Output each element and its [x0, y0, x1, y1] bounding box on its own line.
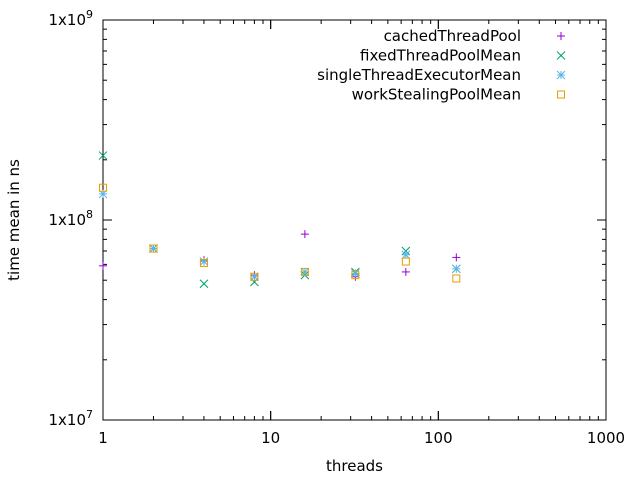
legend-marker	[557, 32, 565, 40]
y-axis-label: time mean in ns	[5, 159, 23, 281]
data-point	[351, 269, 360, 278]
legend-marker	[557, 90, 565, 99]
legend-label: workStealingPoolMean	[352, 86, 521, 104]
x-tick-label: 1000	[587, 429, 625, 447]
y-tick-label: 1x108	[48, 208, 93, 229]
data-point	[250, 272, 259, 282]
data-point	[149, 244, 158, 253]
data-point	[452, 274, 461, 283]
data-point	[99, 183, 107, 192]
data-point	[351, 271, 360, 280]
legend-label: singleThreadExecutorMean	[317, 66, 521, 84]
data-point	[250, 272, 259, 281]
legend-label: cachedThreadPool	[384, 27, 521, 45]
y-tick-label: 1x109	[48, 8, 93, 29]
data-point	[401, 267, 410, 276]
x-tick-label: 100	[424, 429, 453, 447]
data-point	[199, 258, 208, 267]
data-point	[401, 257, 410, 266]
data-point	[99, 261, 107, 270]
data-point	[149, 244, 158, 253]
legend-label: fixedThreadPoolMean	[360, 47, 521, 65]
data-point	[451, 264, 461, 274]
axis-tick-labels: 1 10 100 1000 1x107 1x108 1x109	[48, 8, 625, 447]
data-point	[401, 250, 411, 260]
data-point	[300, 230, 309, 239]
data-point	[199, 279, 209, 289]
x-axis-label: threads	[326, 457, 383, 475]
x-tick-label: 10	[261, 429, 280, 447]
data-point	[300, 267, 310, 277]
x-tick-label: 1	[98, 429, 108, 447]
legend-marker	[556, 51, 566, 60]
data-points	[98, 151, 461, 289]
data-point	[199, 257, 209, 266]
data-point	[98, 151, 108, 160]
axis-ticks	[102, 19, 607, 421]
legend: cachedThreadPool fixedThreadPoolMeansingl…	[317, 27, 566, 104]
legend-marker	[556, 70, 566, 80]
data-point	[300, 267, 309, 276]
y-tick-label: 1x107	[48, 408, 93, 429]
data-point	[452, 253, 461, 262]
